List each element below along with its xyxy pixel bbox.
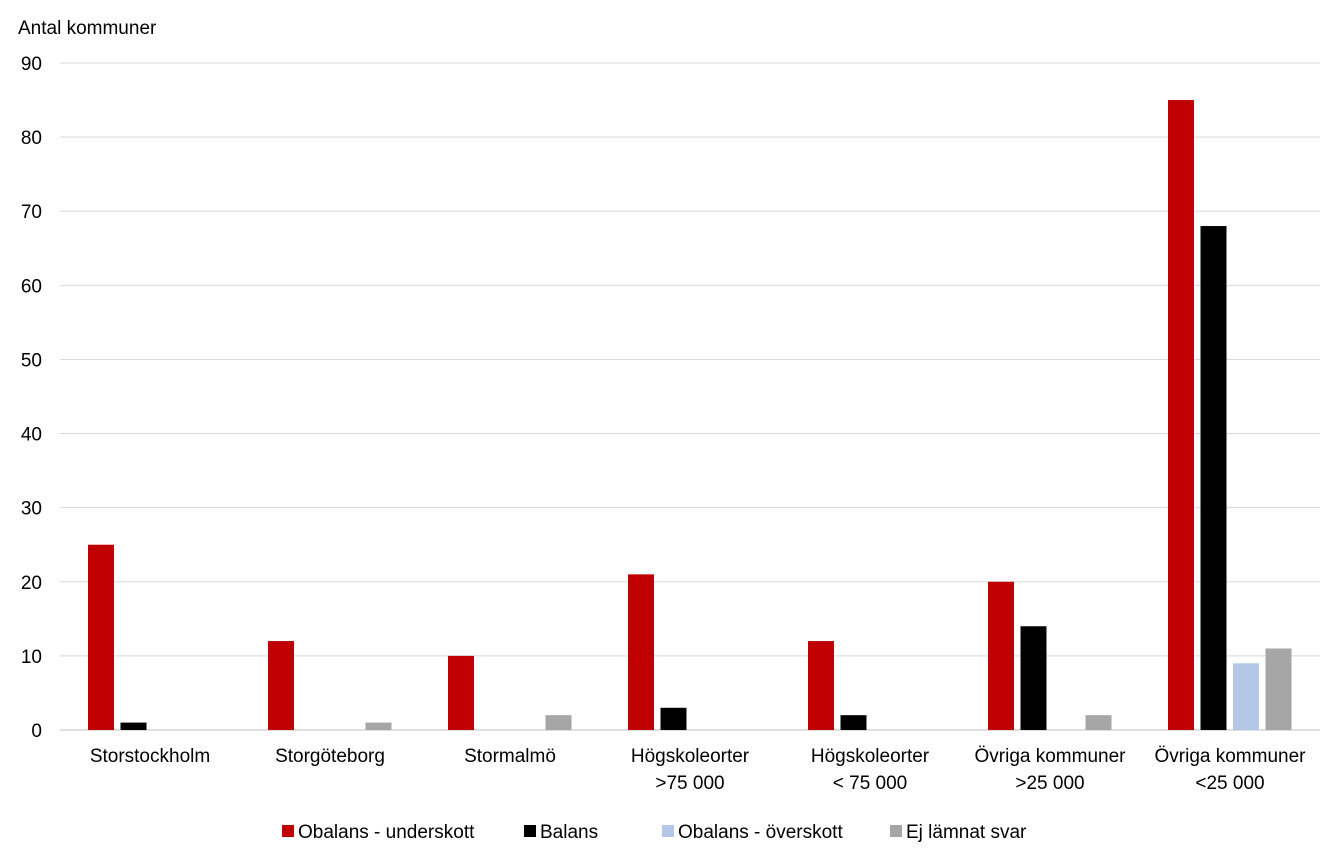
x-category-label: >25 000: [1015, 773, 1084, 794]
x-category-label: Högskoleorter: [631, 746, 750, 767]
bar: [88, 544, 114, 730]
legend-label: Obalans - överskott: [678, 822, 843, 843]
y-tick-label: 10: [21, 647, 42, 668]
x-category-label: Storstockholm: [90, 746, 210, 767]
legend-label: Ej lämnat svar: [906, 822, 1027, 843]
bar: [120, 722, 147, 730]
legend: Obalans - underskott Balans Obalans - över…: [282, 822, 1027, 843]
bar: [365, 722, 392, 730]
bar: [1020, 626, 1047, 730]
bar: [1265, 648, 1292, 730]
y-axis-ticks: 0 10 20 30 40 50 60 70 80 90: [21, 54, 42, 742]
bar: [988, 581, 1014, 730]
bar: [660, 707, 687, 730]
x-category-label: Stormalmö: [464, 746, 556, 767]
y-axis-title: Antal kommuner: [18, 18, 157, 39]
y-tick-label: 80: [21, 128, 42, 149]
legend-swatch: [662, 825, 674, 837]
bar: [1168, 100, 1194, 731]
y-tick-label: 60: [21, 276, 42, 297]
bar: [268, 641, 294, 730]
y-tick-label: 90: [21, 54, 42, 75]
y-tick-label: 20: [21, 573, 42, 594]
bar: [448, 655, 474, 730]
y-tick-label: 40: [21, 425, 42, 446]
x-category-label: Storgöteborg: [275, 746, 385, 767]
legend-swatch: [524, 825, 536, 837]
x-axis-labels: Storstockholm Storgöteborg Stormalmö Högsko…: [90, 746, 1306, 794]
bar: [1233, 663, 1259, 730]
bar: [1200, 226, 1227, 731]
x-category-label: Övriga kommuner: [975, 746, 1127, 767]
bar: [1085, 715, 1112, 730]
x-category-label: >75 000: [655, 773, 724, 794]
bars: [88, 100, 1292, 731]
bar: [628, 574, 654, 730]
legend-swatch: [890, 825, 902, 837]
y-tick-label: 70: [21, 202, 42, 223]
y-tick-label: 50: [21, 350, 42, 371]
bar: [545, 715, 572, 730]
y-tick-label: 0: [31, 721, 42, 742]
legend-swatch: [282, 825, 294, 837]
bar: [840, 715, 867, 730]
x-category-label: <25 000: [1195, 773, 1264, 794]
bar: [808, 641, 834, 730]
x-category-label: < 75 000: [833, 773, 908, 794]
y-tick-label: 30: [21, 499, 42, 520]
legend-label: Balans: [540, 822, 598, 843]
x-category-label: Högskoleorter: [811, 746, 930, 767]
x-category-label: Övriga kommuner: [1155, 746, 1307, 767]
gridlines: [60, 62, 1320, 731]
legend-label: Obalans - underskott: [298, 822, 475, 843]
